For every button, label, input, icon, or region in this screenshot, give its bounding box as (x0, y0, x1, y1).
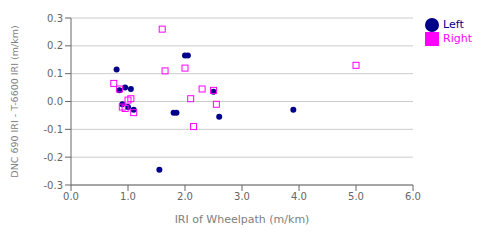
svg-text:-0.2: -0.2 (43, 152, 63, 163)
svg-text:6.0: 6.0 (405, 191, 421, 202)
svg-text:IRI of Wheelpath (m/km): IRI of Wheelpath (m/km) (175, 213, 310, 226)
svg-text:0.0: 0.0 (63, 191, 79, 202)
svg-text:-0.3: -0.3 (43, 180, 63, 191)
svg-text:0.0: 0.0 (47, 96, 63, 107)
svg-text:0.2: 0.2 (47, 40, 63, 51)
svg-text:DNC 690 IRI - T-6600 IRI (m/km: DNC 690 IRI - T-6600 IRI (m/km) (9, 25, 20, 177)
html-text:Right: Right (443, 32, 472, 45)
html-text:Left: Left (443, 18, 464, 31)
svg-text:2.0: 2.0 (177, 191, 193, 202)
svg-text:4.0: 4.0 (291, 191, 307, 202)
svg-text:3.0: 3.0 (234, 191, 250, 202)
svg-text:1.0: 1.0 (120, 191, 136, 202)
svg-text:0.1: 0.1 (47, 68, 63, 79)
svg-text:5.0: 5.0 (348, 191, 364, 202)
svg-text:0.3: 0.3 (47, 13, 63, 24)
svg-text:-0.1: -0.1 (43, 124, 63, 135)
